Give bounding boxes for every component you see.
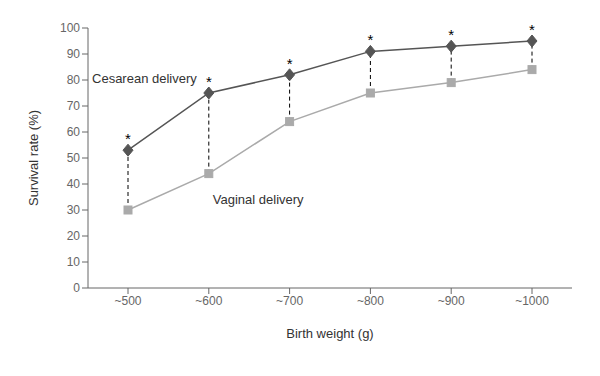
svg-text:*: * bbox=[125, 130, 131, 147]
svg-text:60: 60 bbox=[67, 125, 81, 139]
svg-text:20: 20 bbox=[67, 229, 81, 243]
svg-text:*: * bbox=[206, 73, 212, 90]
svg-text:~900: ~900 bbox=[438, 294, 465, 308]
svg-text:Survival rate (%): Survival rate (%) bbox=[26, 110, 41, 206]
svg-text:Cesarean delivery: Cesarean delivery bbox=[92, 71, 197, 86]
svg-text:*: * bbox=[367, 31, 373, 48]
svg-text:*: * bbox=[448, 26, 454, 43]
svg-text:100: 100 bbox=[60, 21, 80, 35]
svg-text:70: 70 bbox=[67, 99, 81, 113]
svg-text:80: 80 bbox=[67, 73, 81, 87]
svg-text:0: 0 bbox=[73, 281, 80, 295]
svg-text:*: * bbox=[529, 21, 535, 38]
svg-text:90: 90 bbox=[67, 47, 81, 61]
svg-text:40: 40 bbox=[67, 177, 81, 191]
svg-text:30: 30 bbox=[67, 203, 81, 217]
svg-text:~700: ~700 bbox=[276, 294, 303, 308]
svg-text:*: * bbox=[287, 55, 293, 72]
svg-text:~500: ~500 bbox=[114, 294, 141, 308]
svg-text:~600: ~600 bbox=[195, 294, 222, 308]
svg-text:50: 50 bbox=[67, 151, 81, 165]
svg-text:~800: ~800 bbox=[357, 294, 384, 308]
svg-text:Vaginal delivery: Vaginal delivery bbox=[213, 192, 304, 207]
svg-text:~1000: ~1000 bbox=[515, 294, 549, 308]
svg-text:Birth weight (g): Birth weight (g) bbox=[286, 326, 373, 341]
svg-text:10: 10 bbox=[67, 255, 81, 269]
